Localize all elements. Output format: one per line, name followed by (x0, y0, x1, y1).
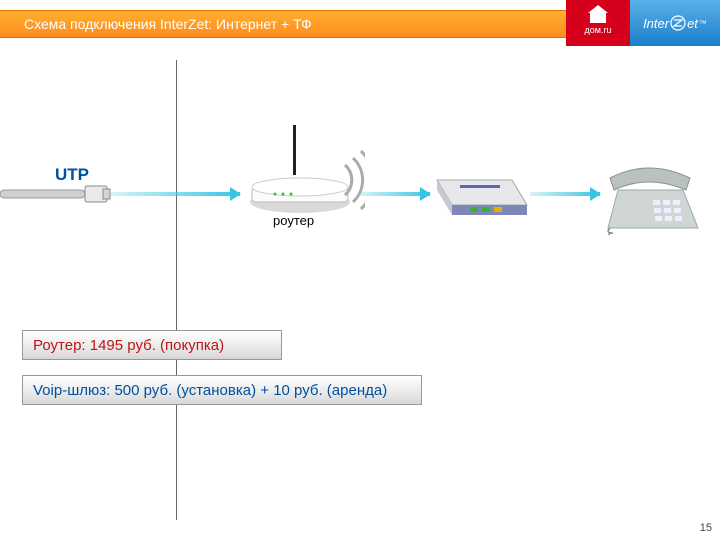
vertical-guideline (176, 60, 177, 520)
globe-z-icon (670, 15, 686, 31)
price-row-router: Роутер: 1495 руб. (покупка) (22, 330, 282, 360)
brand-domru-text: дом.ru (585, 25, 612, 35)
brand-interzet-logo: Inter et ™ (630, 0, 720, 46)
phone-icon (598, 150, 703, 240)
arrow-cable-to-router (110, 192, 240, 196)
price-row-voip: Voip-шлюз: 500 руб. (установка) + 10 руб… (22, 375, 422, 405)
brand-interzet-left: Inter (643, 16, 669, 31)
price-voip-text: Voip-шлюз: 500 руб. (установка) + 10 руб… (33, 382, 387, 399)
slide: Схема подключения InterZet: Интернет + Т… (0, 0, 720, 540)
arrow-router-to-voip (360, 192, 430, 196)
house-icon (590, 13, 606, 23)
arrow-voip-to-phone (530, 192, 600, 196)
utp-cable-icon (0, 183, 112, 210)
page-number: 15 (700, 522, 712, 534)
brand-interzet-right: et (687, 16, 698, 31)
voip-gateway-icon (432, 165, 532, 225)
router-icon (245, 125, 365, 220)
utp-label: UTP (55, 165, 89, 185)
brand-domru-logo: дом.ru (566, 0, 630, 46)
price-router-text: Роутер: 1495 руб. (покупка) (33, 337, 224, 354)
slide-title: Схема подключения InterZet: Интернет + Т… (24, 16, 312, 32)
